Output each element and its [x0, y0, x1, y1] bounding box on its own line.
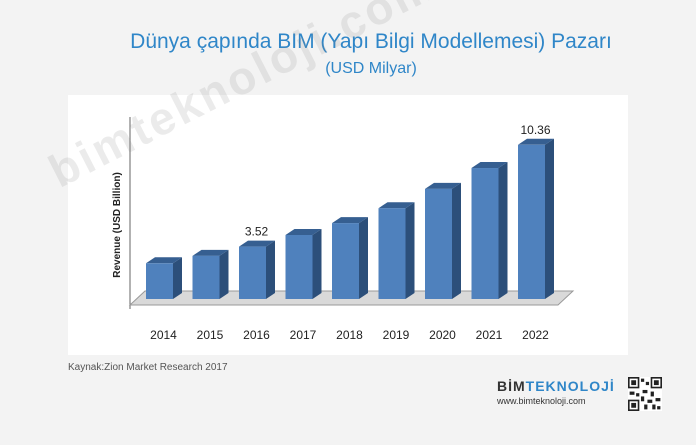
bar-top	[192, 249, 229, 256]
bar-top	[518, 138, 554, 145]
bar-side	[266, 240, 275, 299]
x-tick-label: 2015	[197, 328, 224, 342]
bar-top	[146, 257, 182, 264]
chart-title: Dünya çapında BIM (Yapı Bilgi Modellemes…	[130, 30, 612, 53]
bar-side	[452, 182, 461, 299]
bar-chart: Revenue (USD Billion) 2014 2015 2016 3.52 201…	[112, 117, 575, 342]
bar-side	[545, 138, 554, 299]
y-axis-label: Revenue (USD Billion)	[112, 172, 123, 278]
x-tick-label: 2018	[336, 328, 363, 342]
x-tick-label: 2021	[476, 328, 503, 342]
chart-frame: Revenue (USD Billion) 2014 2015 2016 3.52 201…	[68, 95, 628, 355]
bar	[239, 246, 266, 299]
bar-top	[239, 240, 275, 247]
bar	[192, 255, 220, 299]
qr-code-icon	[628, 377, 662, 411]
bar	[332, 223, 359, 299]
source-note: Kaynak:Zion Market Research 2017	[68, 362, 228, 373]
bar-side	[498, 162, 508, 299]
x-tick-label: 2020	[429, 328, 456, 342]
chart-subtitle: (USD Milyar)	[325, 60, 417, 77]
brand-logo: BİMTEKNOLOJİ	[497, 378, 622, 394]
x-tick-label: 2014	[150, 328, 177, 342]
bar	[425, 188, 452, 299]
x-tick-label: 2022	[522, 328, 549, 342]
bar-side	[312, 229, 322, 299]
bar	[518, 144, 545, 299]
bar-top	[332, 217, 368, 224]
brand-logo-part2: TEKNOLOJİ	[525, 378, 615, 394]
bar	[285, 235, 313, 299]
bar-side	[405, 202, 415, 299]
data-label: 10.36	[520, 123, 550, 137]
bar	[471, 168, 499, 299]
brand-url[interactable]: www.bimteknoloji.com	[497, 396, 586, 406]
brand-logo-part1: BİM	[497, 378, 526, 394]
bar-side	[219, 249, 229, 299]
bar-top	[378, 202, 415, 209]
bar	[378, 208, 406, 299]
bar	[146, 263, 173, 299]
x-tick-label: 2019	[383, 328, 410, 342]
data-label: 3.52	[245, 225, 269, 239]
bar-side	[359, 217, 368, 299]
brand-block[interactable]: BİMTEKNOLOJİ www.bimteknoloji.com	[497, 378, 622, 406]
x-tick-label: 2017	[290, 328, 317, 342]
bar-side	[173, 257, 182, 299]
bar-top	[471, 162, 508, 169]
x-tick-label: 2016	[243, 328, 270, 342]
bar-top	[425, 182, 461, 189]
bar-top	[285, 229, 322, 236]
